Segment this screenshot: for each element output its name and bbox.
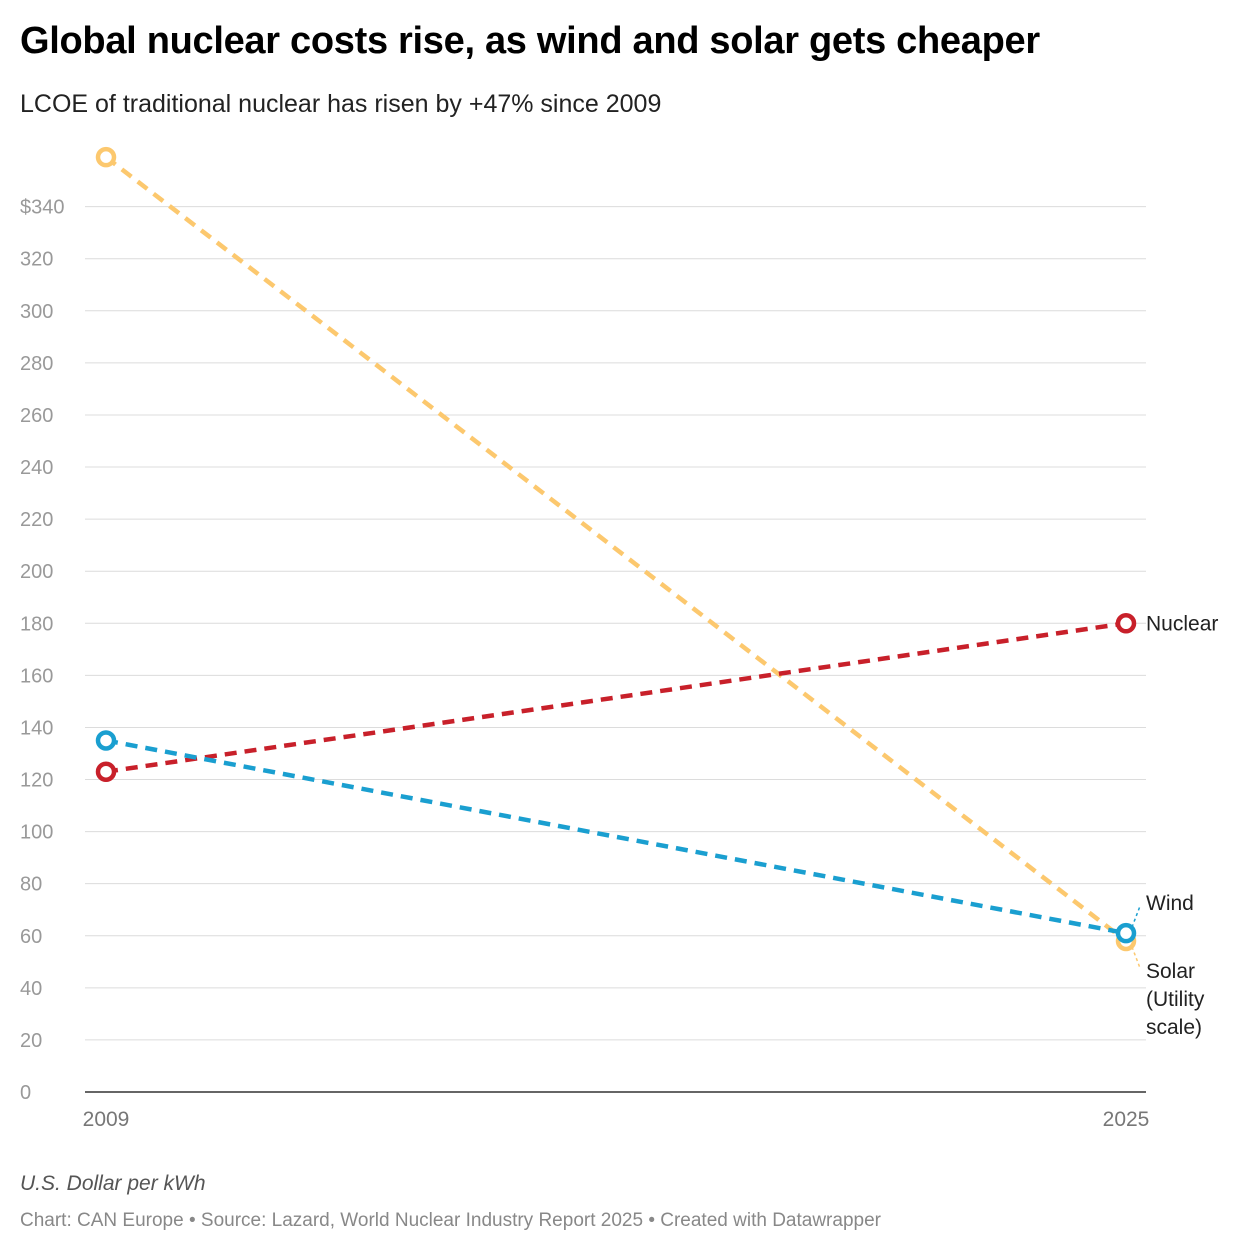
- data-point: [95, 761, 117, 782]
- y-tick-label: 320: [20, 249, 53, 271]
- y-tick-label: 200: [20, 561, 53, 583]
- series-line: [104, 155, 1128, 943]
- series-label: Wind: [1146, 892, 1194, 915]
- chart-title: Global nuclear costs rise, as wind and s…: [20, 20, 1040, 62]
- x-tick-label: 2009: [83, 1108, 130, 1131]
- y-tick-label: 240: [20, 457, 53, 479]
- y-tick-label: 20: [20, 1030, 42, 1052]
- y-tick-label: 40: [20, 978, 42, 1000]
- series-label-leader: [1131, 905, 1141, 928]
- y-tick-label: 260: [20, 405, 53, 427]
- data-point: [95, 146, 117, 168]
- y-tick-label: 140: [20, 717, 53, 739]
- series-label: Nuclear: [1146, 612, 1218, 635]
- y-tick-label: $340: [20, 197, 65, 219]
- y-tick-label: 60: [20, 926, 42, 948]
- y-tick-label: 280: [20, 353, 53, 375]
- series-line: [105, 621, 1127, 774]
- y-tick-label: 220: [20, 509, 53, 531]
- chart-subtitle: LCOE of traditional nuclear has risen by…: [20, 90, 662, 118]
- y-tick-label: 300: [20, 301, 53, 323]
- source-credit: Chart: CAN Europe • Source: Lazard, Worl…: [20, 1210, 881, 1231]
- y-tick-label: 120: [20, 770, 53, 792]
- y-tick-label: 0: [20, 1082, 31, 1104]
- y-tick-label: 80: [20, 874, 42, 896]
- series-label-leader: [1131, 946, 1141, 969]
- y-tick-label: 160: [20, 665, 53, 687]
- y-tick-label: 100: [20, 822, 53, 844]
- series-label: scale): [1146, 1016, 1202, 1039]
- unit-note: U.S. Dollar per kWh: [20, 1172, 206, 1195]
- data-point: [1115, 613, 1137, 634]
- data-point: [1115, 922, 1137, 944]
- y-tick-label: 180: [20, 613, 53, 635]
- x-tick-label: 2025: [1103, 1108, 1150, 1131]
- series-label: Solar: [1146, 960, 1195, 983]
- series-label: (Utility: [1146, 988, 1205, 1011]
- data-point: [95, 730, 117, 751]
- series-line: [105, 738, 1127, 936]
